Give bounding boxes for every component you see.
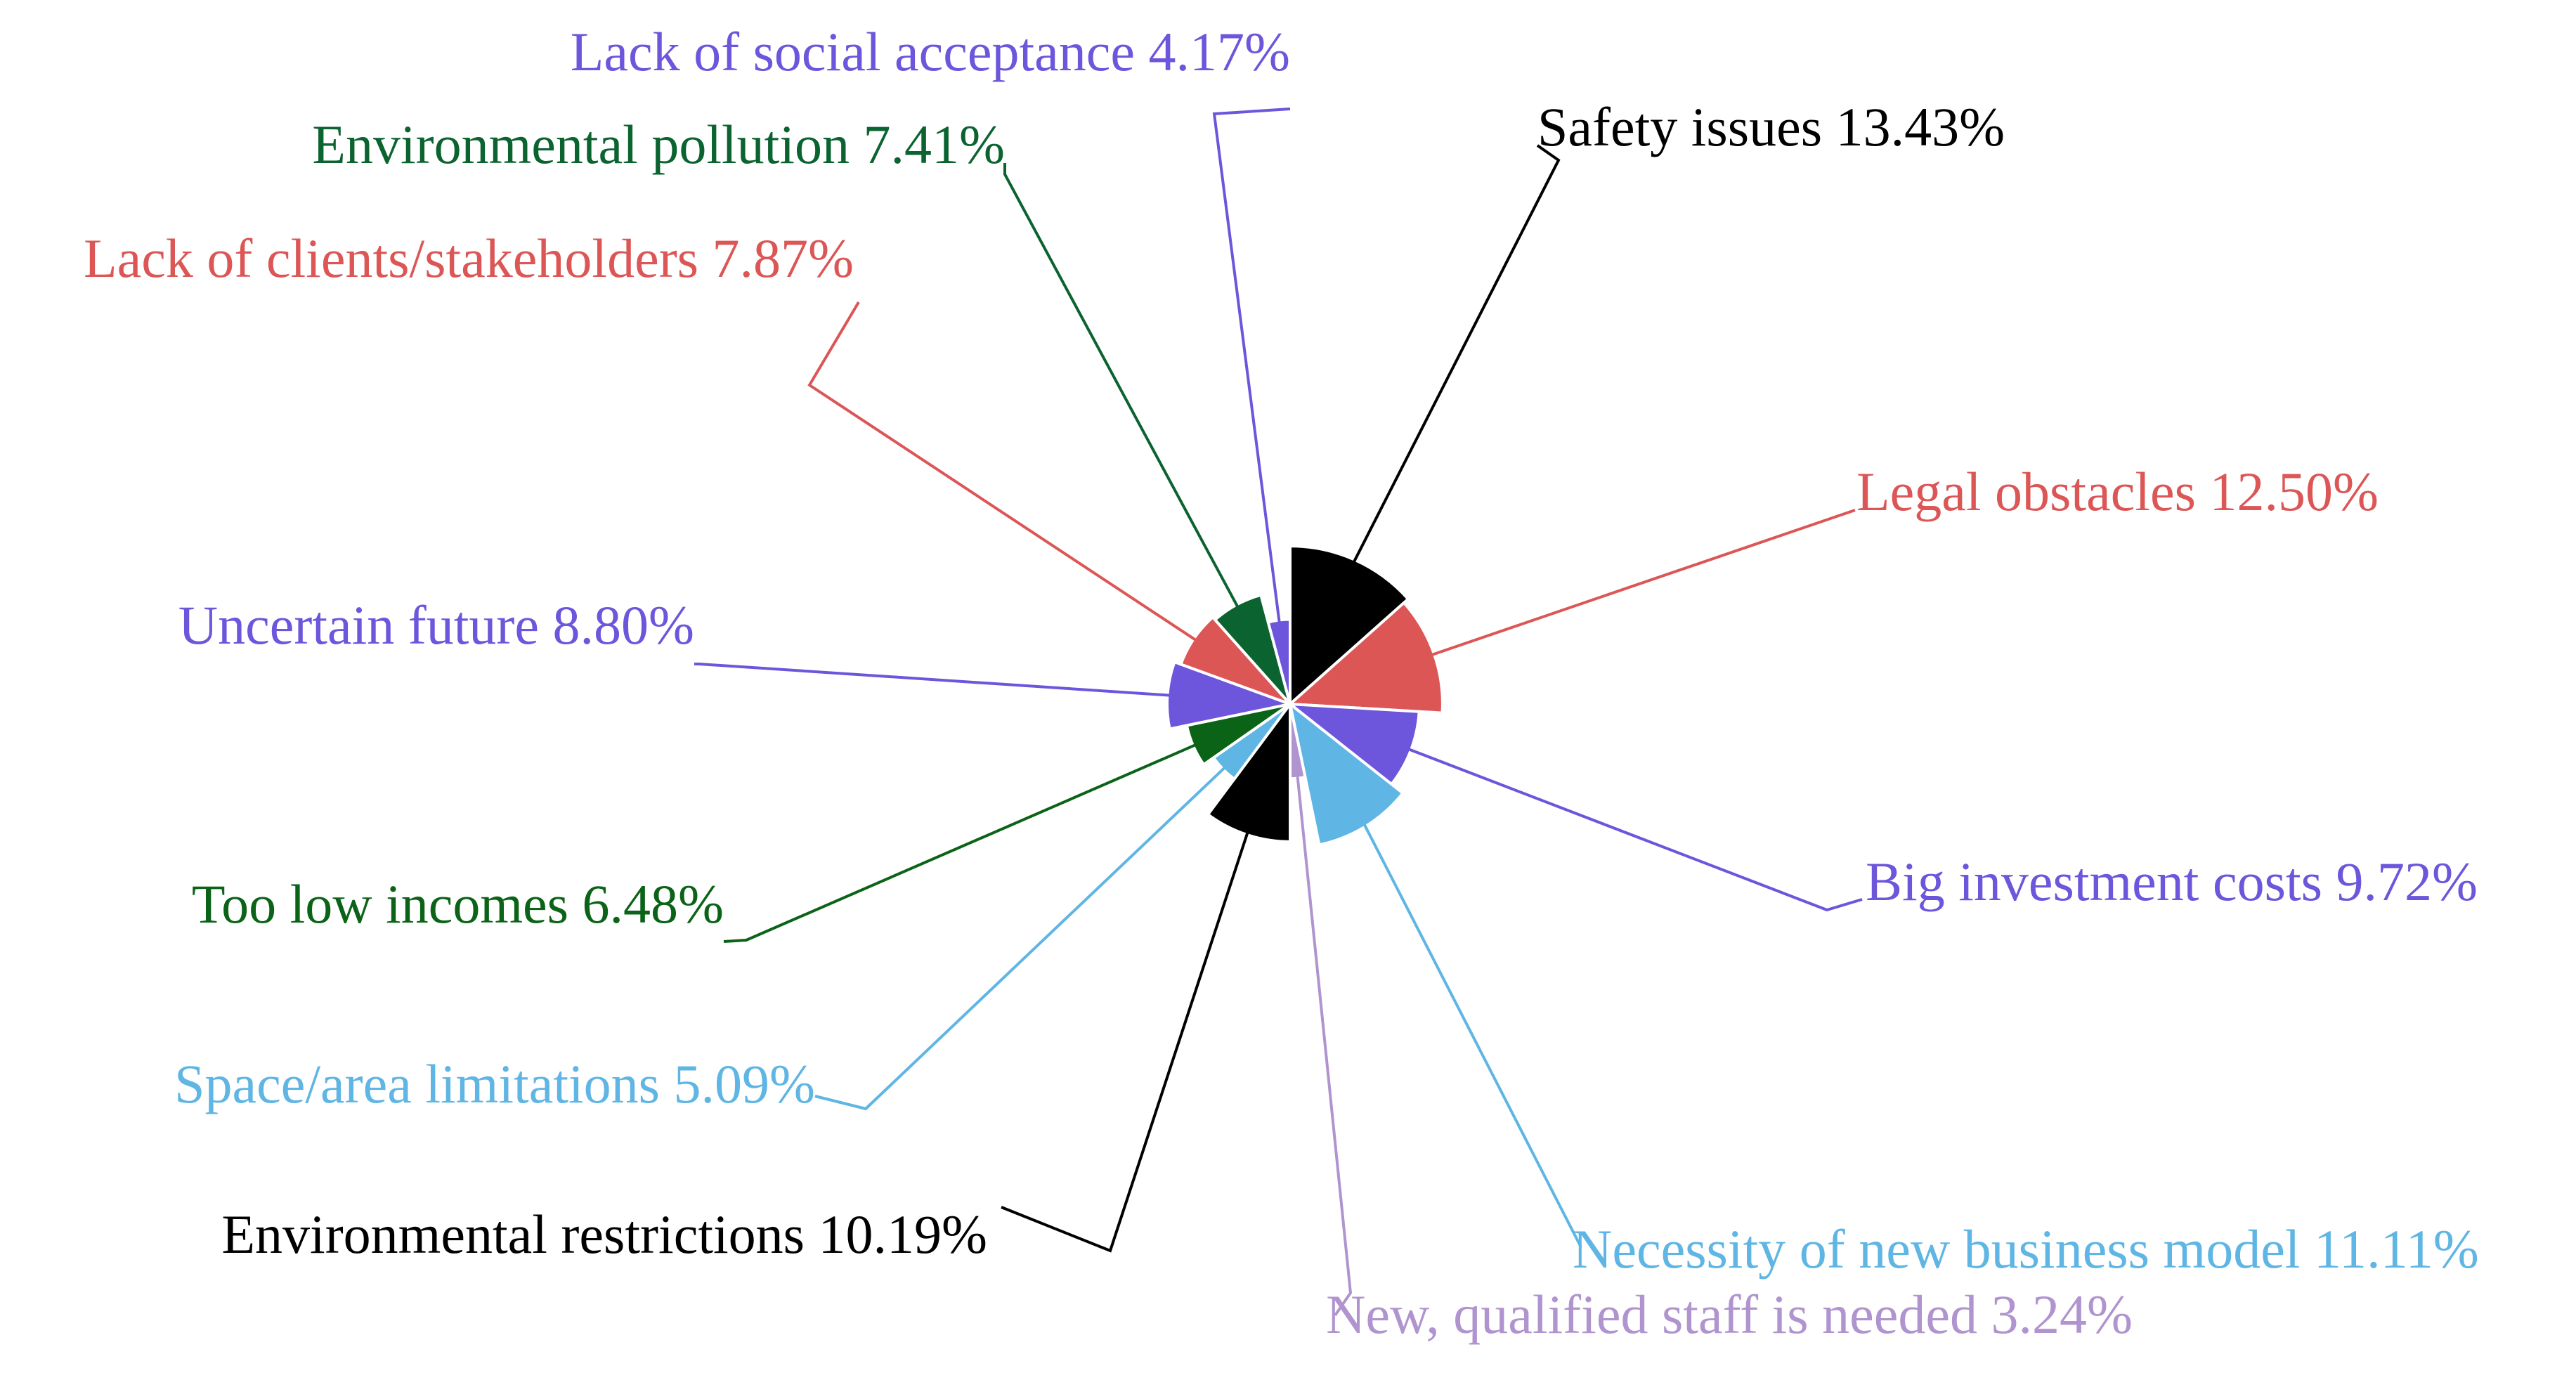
leader-line-big-investment-costs bbox=[1407, 748, 1863, 912]
leader-line-legal-obstacles bbox=[1431, 509, 1856, 657]
leader-line-environmental-restrictions bbox=[1001, 831, 1249, 1253]
leader-line-safety-issues bbox=[1352, 144, 1561, 564]
labels-group: Safety issues 13.43% Legal obstacles 12.5… bbox=[84, 21, 2479, 1345]
label-space-area-limitations: Space/area limitations 5.09% bbox=[174, 1053, 815, 1114]
leader-line-new-qualified-staff-is-needed bbox=[1296, 776, 1353, 1317]
label-legal-obstacles: Legal obstacles 12.50% bbox=[1856, 461, 2379, 522]
label-too-low-incomes: Too low incomes 6.48% bbox=[192, 873, 724, 935]
leader-line-space-area-limitations bbox=[814, 767, 1225, 1111]
leader-line-necessity-of-new-business-model bbox=[1362, 823, 1582, 1248]
leader-line-uncertain-future bbox=[694, 663, 1171, 697]
label-lack-of-social-acceptance: Lack of social acceptance 4.17% bbox=[571, 21, 1290, 82]
leader-line-lack-of-clients-stakeholders bbox=[807, 301, 1197, 642]
label-new-qualified-staff-is-needed: New, qualified staff is needed 3.24% bbox=[1326, 1284, 2133, 1345]
label-environmental-restrictions: Environmental restrictions 10.19% bbox=[221, 1204, 987, 1265]
slices-group bbox=[1166, 545, 1444, 847]
label-necessity-of-new-business-model: Necessity of new business model 11.11% bbox=[1573, 1218, 2479, 1280]
leader-line-lack-of-social-acceptance bbox=[1212, 108, 1291, 623]
label-environmental-pollution: Environmental pollution 7.41% bbox=[312, 114, 1005, 175]
label-lack-of-clients-stakeholders: Lack of clients/stakeholders 7.87% bbox=[84, 228, 854, 289]
leader-line-environmental-pollution bbox=[1003, 163, 1240, 608]
leader-line-too-low-incomes bbox=[723, 743, 1196, 943]
label-safety-issues: Safety issues 13.43% bbox=[1537, 96, 2005, 157]
label-uncertain-future: Uncertain future 8.80% bbox=[178, 594, 694, 656]
label-big-investment-costs: Big investment costs 9.72% bbox=[1866, 851, 2478, 912]
